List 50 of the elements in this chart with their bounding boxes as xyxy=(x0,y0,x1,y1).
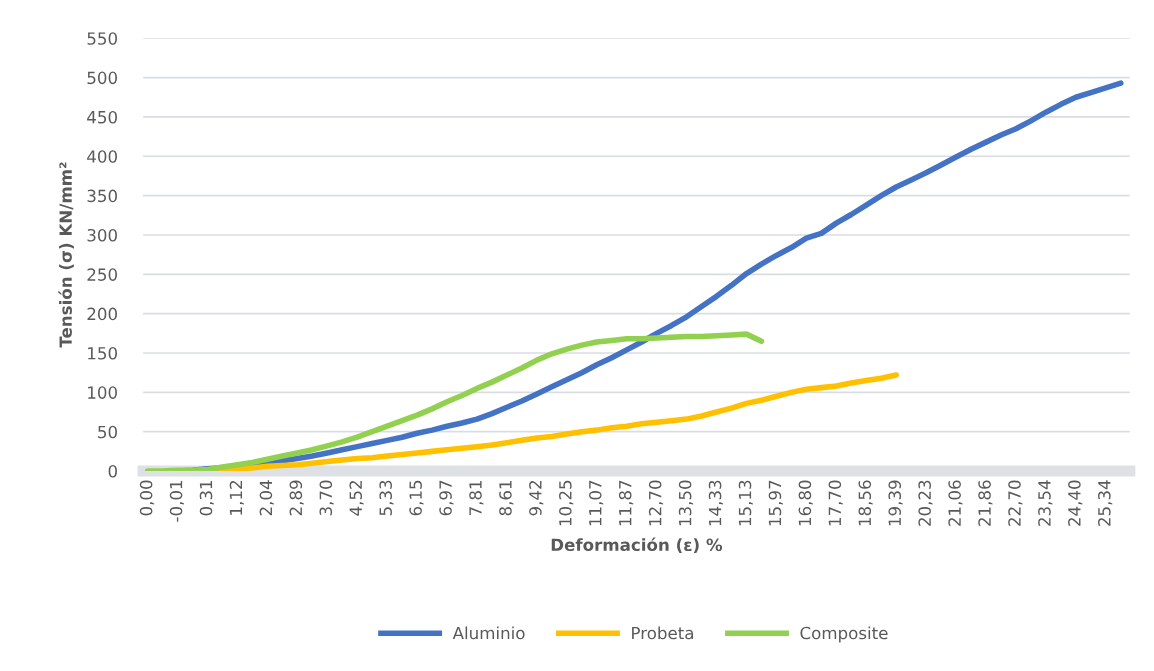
x-tick-label: 3,70 xyxy=(319,480,334,516)
y-tick-label: 300 xyxy=(87,228,117,242)
x-tick-label: 2,89 xyxy=(289,480,304,516)
x-tick-label: 17,70 xyxy=(828,480,843,526)
x-tick-label: 14,33 xyxy=(708,480,724,526)
x-tick-label: 18,56 xyxy=(858,480,873,526)
y-tick-label: 450 xyxy=(87,110,117,124)
x-tick-label: 6,15 xyxy=(409,480,424,516)
x-tick-label: 4,52 xyxy=(349,481,364,516)
y-tick-label: 500 xyxy=(87,71,117,85)
y-tick-label: 250 xyxy=(87,268,117,281)
x-tick-label: 5,33 xyxy=(379,480,394,516)
x-tick-label: 10,25 xyxy=(559,480,574,526)
legend-label: Composite xyxy=(800,626,888,643)
x-tick-label: 2,04 xyxy=(259,480,274,516)
x-tick-label: 11,07 xyxy=(588,480,604,526)
x-tick-label: 12,70 xyxy=(648,480,664,526)
x-tick-label: 15,97 xyxy=(768,480,783,526)
y-tick-label: 100 xyxy=(88,386,117,399)
x-tick-label: 0,31 xyxy=(199,480,215,516)
x-tick-label: 20,23 xyxy=(918,480,933,526)
x-tick-label: 21,06 xyxy=(948,480,963,526)
y-tick-label: 400 xyxy=(87,150,117,163)
x-tick-label: 7,81 xyxy=(469,480,484,516)
y-tick-label: 150 xyxy=(88,346,117,360)
y-tick-label: 550 xyxy=(87,32,117,45)
x-tick-label: 8,61 xyxy=(499,480,514,516)
y-tick-label: 50 xyxy=(98,425,117,439)
x-tick-label: 15,13 xyxy=(738,480,754,526)
legend-label: Probeta xyxy=(632,626,693,640)
y-tick-label: 350 xyxy=(87,189,117,203)
x-tick-label: 9,42 xyxy=(529,481,544,516)
x-tick-label: 22,70 xyxy=(1008,480,1023,526)
legend-label: Aluminio xyxy=(452,626,525,640)
x-axis-title: Deformación (ε) % xyxy=(551,537,723,554)
x-tick-label: 25,34 xyxy=(1098,480,1113,526)
y-tick-label: 0 xyxy=(108,465,117,478)
x-tick-label: 1,12 xyxy=(229,481,244,515)
x-tick-label: 11,87 xyxy=(618,480,634,526)
x-tick-label: 0,00 xyxy=(139,480,155,516)
x-tick-label: 24,40 xyxy=(1068,480,1083,526)
x-tick-label: 6,97 xyxy=(439,480,454,516)
y-axis-title: Tensión (σ) KN/mm² xyxy=(58,162,74,348)
x-tick-label: 23,54 xyxy=(1038,480,1053,526)
x-tick-label: 13,50 xyxy=(678,480,694,526)
x-tick-label: -0,01 xyxy=(169,480,185,522)
x-tick-label: 16,80 xyxy=(798,480,813,526)
x-tick-label: 19,39 xyxy=(888,480,903,526)
y-tick-label: 200 xyxy=(87,307,117,321)
x-tick-label: 21,86 xyxy=(978,480,993,526)
